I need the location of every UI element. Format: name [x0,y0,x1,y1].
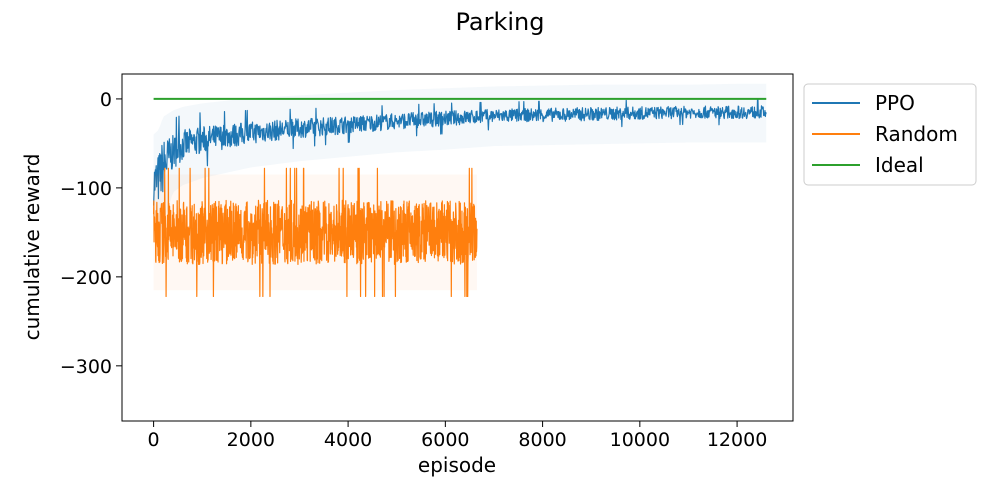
legend: PPO Random Ideal [803,83,977,186]
line-ppo [153,98,767,206]
x-tick-label: 2000 [227,429,275,451]
y-tick-label: −100 [60,178,112,200]
x-tick-label: 6000 [421,429,469,451]
y-axis: 0 −100 −200 −300 [60,89,122,378]
y-tick-label: −200 [60,267,112,289]
series-ppo [153,83,767,232]
x-axis-label: episode [418,453,496,477]
x-axis: 0 2000 4000 6000 8000 10000 12000 [148,421,767,451]
x-tick-label: 4000 [324,429,372,451]
y-tick-label: −300 [60,356,112,378]
y-axis-label: cumulative reward [20,154,44,341]
x-tick-label: 12000 [707,429,767,451]
plot-frame [121,73,794,422]
legend-label-ideal: Ideal [875,153,924,177]
line-random [153,167,478,298]
plot-area [153,83,767,298]
legend-label-ppo: PPO [875,91,915,115]
legend-box [803,83,977,186]
chart-title: Parking [456,8,545,36]
x-tick-label: 8000 [518,429,566,451]
y-tick-label: 0 [100,89,112,111]
x-tick-label: 0 [148,429,160,451]
legend-label-random: Random [875,122,958,146]
band-ppo [153,83,767,232]
series-random [153,167,478,298]
x-tick-label: 10000 [610,429,670,451]
